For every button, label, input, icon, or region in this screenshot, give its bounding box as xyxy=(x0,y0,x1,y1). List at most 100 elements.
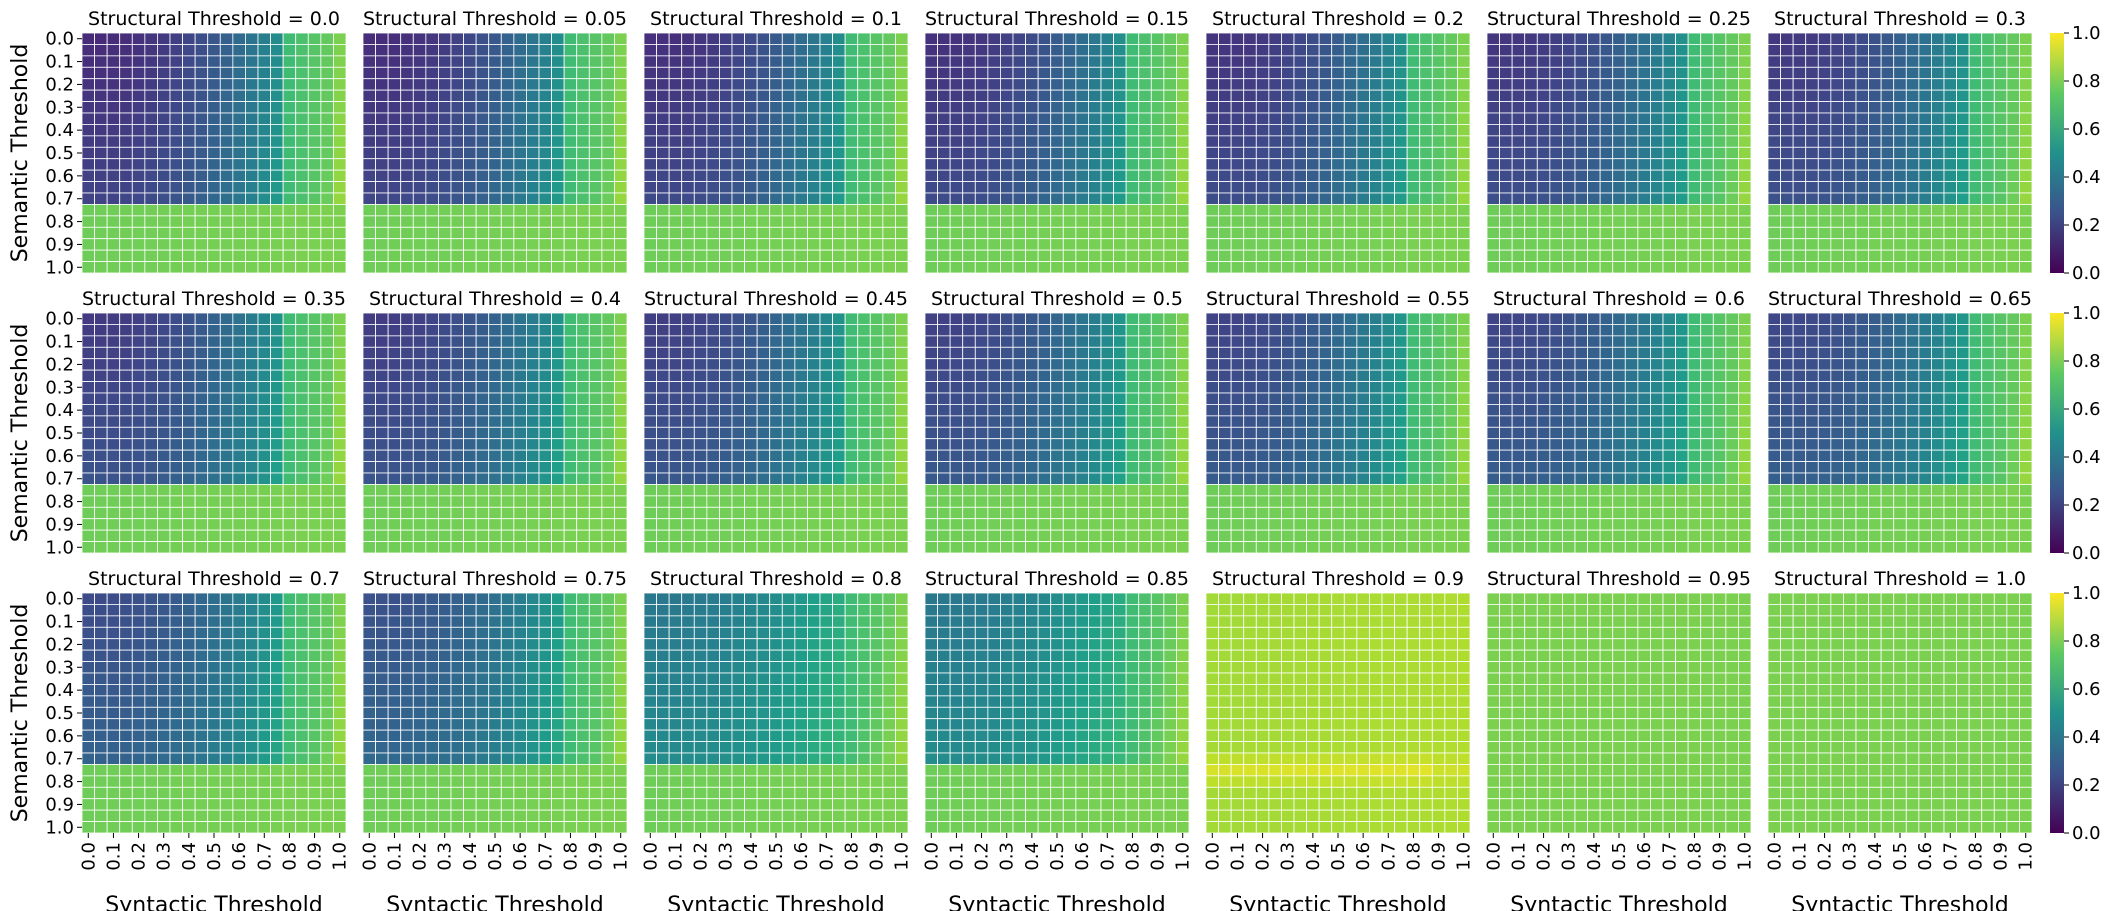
heatmap-cell xyxy=(1394,101,1408,114)
heatmap-cell xyxy=(106,261,121,274)
heatmap-cell xyxy=(1536,261,1551,274)
heatmap-cell xyxy=(513,449,527,462)
heatmap-cell xyxy=(1843,158,1857,171)
heatmap-cell xyxy=(576,249,590,262)
heatmap-cell xyxy=(538,461,552,474)
heatmap-cell xyxy=(1843,124,1857,137)
heatmap-cell xyxy=(1318,112,1333,125)
heatmap-cell xyxy=(500,44,515,57)
heatmap-cell xyxy=(769,192,783,205)
heatmap-cell xyxy=(307,55,322,68)
heatmap-cell xyxy=(119,181,133,194)
heatmap-cell xyxy=(1331,101,1345,114)
heatmap-cell xyxy=(819,461,833,474)
heatmap-cell xyxy=(807,449,821,462)
heatmap-cell xyxy=(1331,369,1345,382)
heatmap-cell xyxy=(656,335,670,348)
heatmap-cell xyxy=(601,312,615,325)
heatmap-cell xyxy=(270,124,284,137)
heatmap-cell xyxy=(1394,32,1408,45)
heatmap-cell xyxy=(1037,66,1052,80)
heatmap-cell xyxy=(450,55,464,68)
heatmap-cell xyxy=(1000,472,1014,485)
heatmap-cell xyxy=(1675,169,1689,182)
heatmap-cell xyxy=(219,192,234,205)
heatmap-cell xyxy=(1318,324,1333,337)
heatmap-cell xyxy=(1549,66,1563,80)
heatmap-cell xyxy=(937,89,951,102)
heatmap-cell xyxy=(1318,369,1333,382)
heatmap-cell xyxy=(1419,78,1433,91)
heatmap-cell xyxy=(450,32,464,45)
heatmap-cell xyxy=(425,415,439,428)
heatmap-cell xyxy=(1431,324,1446,337)
heatmap-cell xyxy=(974,158,989,171)
heatmap-cell xyxy=(1369,369,1383,382)
heatmap-cell xyxy=(1406,112,1421,125)
heatmap-cell xyxy=(169,495,183,508)
heatmap-cell xyxy=(219,135,234,148)
heatmap-cell xyxy=(1612,78,1626,91)
heatmap-cell xyxy=(1431,181,1446,194)
heatmap-cell xyxy=(425,78,439,91)
heatmap-cell xyxy=(1218,226,1232,240)
heatmap-cell xyxy=(1138,312,1152,325)
heatmap-cell xyxy=(1650,158,1664,171)
heatmap-cell xyxy=(1956,192,1970,205)
heatmap-cell xyxy=(693,215,708,228)
heatmap-cell xyxy=(551,312,565,325)
heatmap-cell xyxy=(207,215,221,228)
heatmap-cell xyxy=(270,495,284,508)
heatmap-cell xyxy=(333,346,347,360)
heatmap-cell xyxy=(924,495,938,508)
heatmap-cell xyxy=(144,135,158,148)
heatmap-cell xyxy=(119,204,133,217)
heatmap-cell xyxy=(526,426,540,440)
heatmap-cell xyxy=(601,66,615,80)
heatmap-cell xyxy=(601,358,615,371)
heatmap-cell xyxy=(1536,238,1551,251)
heatmap-cell xyxy=(643,32,657,45)
heatmap-cell xyxy=(245,135,259,148)
heatmap-cell xyxy=(656,449,670,462)
heatmap-cell xyxy=(656,215,670,228)
heatmap-cell xyxy=(832,541,846,554)
heatmap-cell xyxy=(94,381,108,394)
heatmap-cell xyxy=(1700,181,1714,194)
heatmap-cell xyxy=(1956,158,1970,171)
heatmap-cell xyxy=(1318,89,1333,102)
heatmap-cell xyxy=(463,78,477,91)
heatmap-cell xyxy=(1218,346,1232,360)
heatmap-cell xyxy=(1562,146,1576,160)
heatmap-cell xyxy=(1675,249,1689,262)
heatmap-cell xyxy=(450,312,464,325)
heatmap-cell xyxy=(882,381,896,394)
heatmap-cell xyxy=(387,506,402,520)
heatmap-cell xyxy=(895,261,909,274)
heatmap-cell xyxy=(1163,181,1177,194)
heatmap-cell xyxy=(706,381,720,394)
heatmap-cell xyxy=(1037,484,1052,497)
heatmap-cell xyxy=(270,335,284,348)
heatmap-cell xyxy=(756,146,771,160)
heatmap-cell xyxy=(794,124,808,137)
heatmap-cell xyxy=(1880,55,1895,68)
heatmap-cell xyxy=(488,518,502,531)
heatmap-cell xyxy=(1499,169,1513,182)
heatmap-cell xyxy=(1306,32,1320,45)
heatmap-cell xyxy=(1830,215,1844,228)
heatmap-cell xyxy=(1599,192,1614,205)
heatmap-cell xyxy=(1780,55,1794,68)
heatmap-cell xyxy=(693,541,708,554)
heatmap-cell xyxy=(333,506,347,520)
heatmap-cell xyxy=(844,112,859,125)
heatmap-cell xyxy=(656,312,670,325)
heatmap-cell xyxy=(425,449,439,462)
heatmap-cell xyxy=(1457,89,1471,102)
heatmap-cell xyxy=(588,518,603,531)
heatmap-cell xyxy=(643,438,657,451)
heatmap-cell xyxy=(1549,226,1563,240)
heatmap-cell xyxy=(513,335,527,348)
heatmap-cell xyxy=(643,78,657,91)
heatmap-cell xyxy=(194,415,209,428)
